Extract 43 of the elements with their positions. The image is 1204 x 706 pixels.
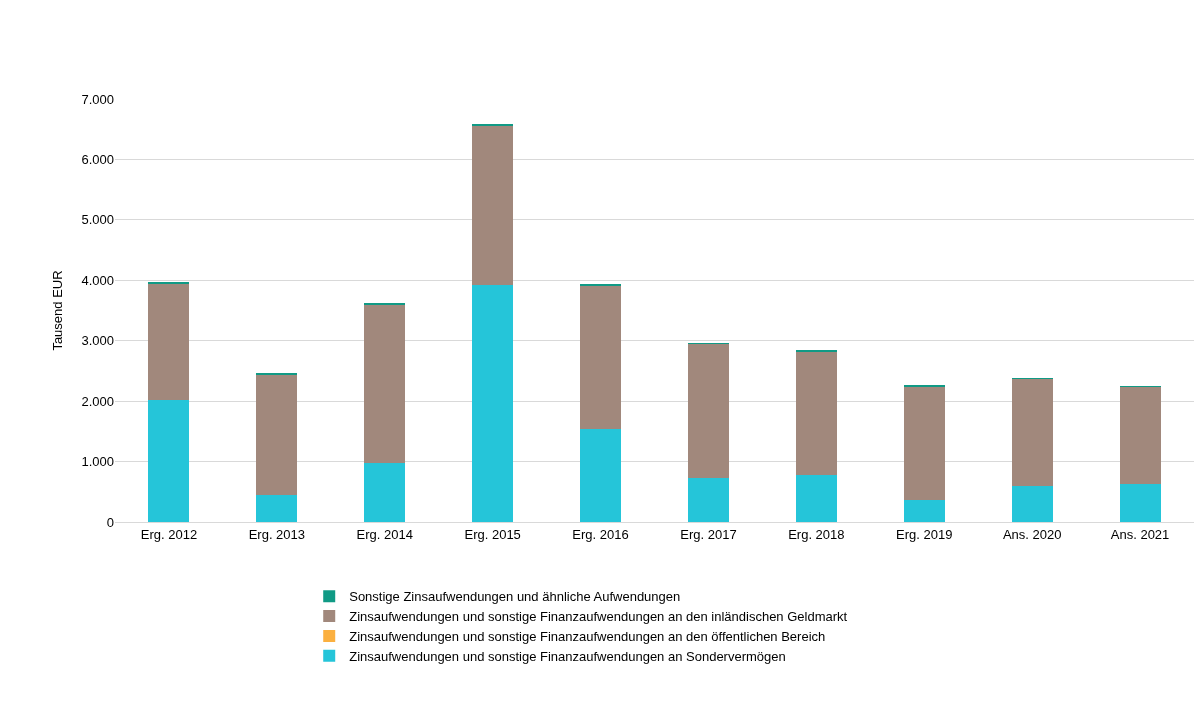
bar xyxy=(903,500,945,522)
bar xyxy=(687,477,729,522)
x-tick-label: Erg. 2018 xyxy=(788,526,845,542)
y-tick-label: 6.000 xyxy=(81,151,114,167)
y-axis-title: Tausend EUR xyxy=(50,270,66,351)
bar xyxy=(472,285,514,522)
bar xyxy=(256,495,298,522)
bar xyxy=(1119,386,1161,484)
y-tick-label: 7.000 xyxy=(81,91,114,107)
x-tick-label: Erg. 2013 xyxy=(248,526,306,542)
bar xyxy=(148,399,190,522)
x-tick-label: Erg. 2014 xyxy=(356,526,413,542)
legend-label: Zinsaufwendungen und sonstige Finanzaufwendungen an den öffentlichen Bereich xyxy=(349,629,826,645)
x-tick-label: Erg. 2019 xyxy=(896,526,953,542)
x-tick-label: Erg. 2016 xyxy=(572,526,629,542)
legend-label: Zinsaufwendungen und sonstige Finanzaufwendungen an den inländischen Geldmarkt xyxy=(349,609,848,625)
bar xyxy=(795,351,837,476)
bar xyxy=(580,285,622,429)
legend-label: Zinsaufwendungen und sonstige Finanzaufwendungen an Sondervermögen xyxy=(349,648,786,664)
bar xyxy=(256,374,298,496)
legend-label: Sonstige Zinsaufwendungen und ähnliche Aufwendungen xyxy=(349,589,681,605)
y-tick-label: 0 xyxy=(106,514,114,530)
bar xyxy=(1119,483,1161,522)
bar xyxy=(580,428,622,522)
x-tick-label: Ans. 2020 xyxy=(1002,526,1062,542)
y-tick-label: 4.000 xyxy=(81,272,114,288)
bar xyxy=(795,475,837,522)
x-tick-label: Erg. 2015 xyxy=(464,526,521,542)
x-tick-label: Erg. 2017 xyxy=(680,526,737,542)
x-tick-label: Ans. 2021 xyxy=(1110,526,1170,542)
bar xyxy=(364,304,406,464)
bar xyxy=(903,386,945,501)
bar xyxy=(148,283,190,400)
y-tick-label: 3.000 xyxy=(81,333,114,349)
bar xyxy=(472,125,514,286)
bar xyxy=(1011,378,1053,487)
bar xyxy=(364,463,406,522)
bar xyxy=(1011,486,1053,522)
y-tick-label: 5.000 xyxy=(81,212,114,228)
y-tick-label: 1.000 xyxy=(81,454,114,470)
x-tick-label: Erg. 2012 xyxy=(140,526,198,542)
bar xyxy=(687,343,729,478)
y-tick-label: 2.000 xyxy=(81,393,114,409)
